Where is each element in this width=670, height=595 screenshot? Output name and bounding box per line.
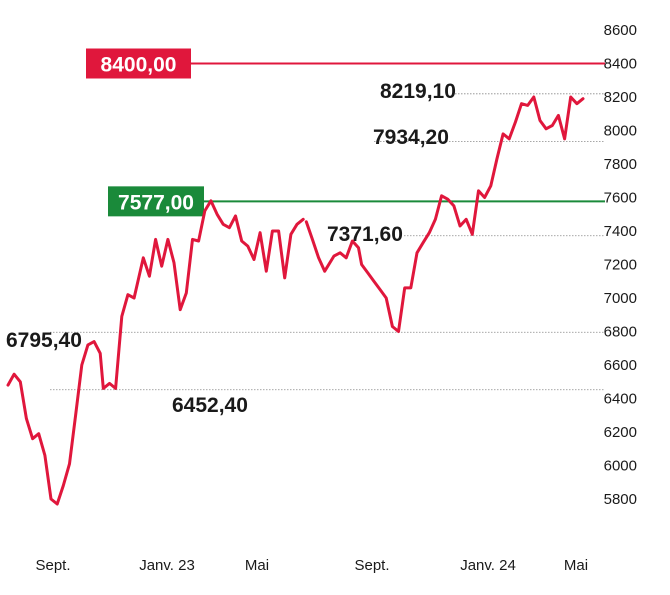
y-tick-label: 7200 [604,257,637,274]
series-line-segment [6,199,305,506]
y-tick-label: 7800 [604,156,637,173]
y-tick-label: 8200 [604,89,637,106]
y-tick-label: 7400 [604,223,637,240]
y-tick-label: 6400 [604,391,637,408]
x-tick-label: Janv. 24 [460,557,516,574]
annotation-label: 8219,10 [380,80,456,103]
annotation-label: 6795,40 [6,329,82,352]
y-tick-label: 6000 [604,458,637,475]
y-tick-label: 8400 [604,56,637,73]
x-tick-label: Sept. [35,557,70,574]
reference-label-box [108,186,204,217]
series-line-segment [304,95,585,333]
y-tick-label: 5800 [604,491,637,508]
y-tick-label: 6600 [604,357,637,374]
y-tick-label: 6800 [604,324,637,341]
reference-label-box [86,48,191,79]
y-tick-label: 6200 [604,424,637,441]
annotation-label: 7371,60 [327,223,403,246]
x-tick-label: Mai [564,557,588,574]
x-tick-label: Sept. [354,557,389,574]
annotation-label: 6452,40 [172,394,248,417]
y-tick-label: 7000 [604,290,637,307]
x-tick-label: Janv. 23 [139,557,195,574]
y-tick-label: 7600 [604,190,637,207]
reference-label: 7577,00 [118,191,194,214]
y-tick-label: 8600 [604,22,637,39]
annotation-label: 7934,20 [373,126,449,149]
y-tick-label: 8000 [604,123,637,140]
x-tick-label: Mai [245,557,269,574]
reference-label: 8400,00 [101,54,177,77]
